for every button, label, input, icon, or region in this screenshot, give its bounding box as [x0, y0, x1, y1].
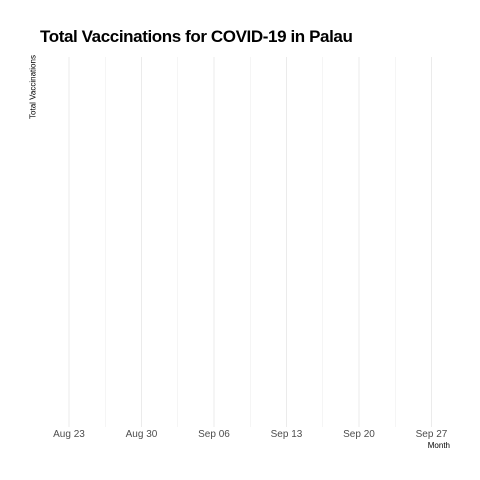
x-axis-label: Month	[427, 441, 450, 450]
x-tick-label: Aug 30	[126, 429, 158, 440]
chart-title: Total Vaccinations for COVID-19 in Palau	[40, 27, 353, 46]
x-tick-label: Sep 27	[416, 429, 448, 440]
x-tick-label: Sep 20	[343, 429, 375, 440]
x-tick-label: Aug 23	[53, 429, 85, 440]
major-gridlines	[68, 57, 432, 427]
x-tick-label: Sep 13	[271, 429, 303, 440]
x-tick-label: Sep 06	[198, 429, 230, 440]
minor-gridlines	[105, 57, 396, 427]
x-tick-labels: Aug 23 Aug 30 Sep 06 Sep 13 Sep 20 Sep 27	[53, 429, 448, 440]
